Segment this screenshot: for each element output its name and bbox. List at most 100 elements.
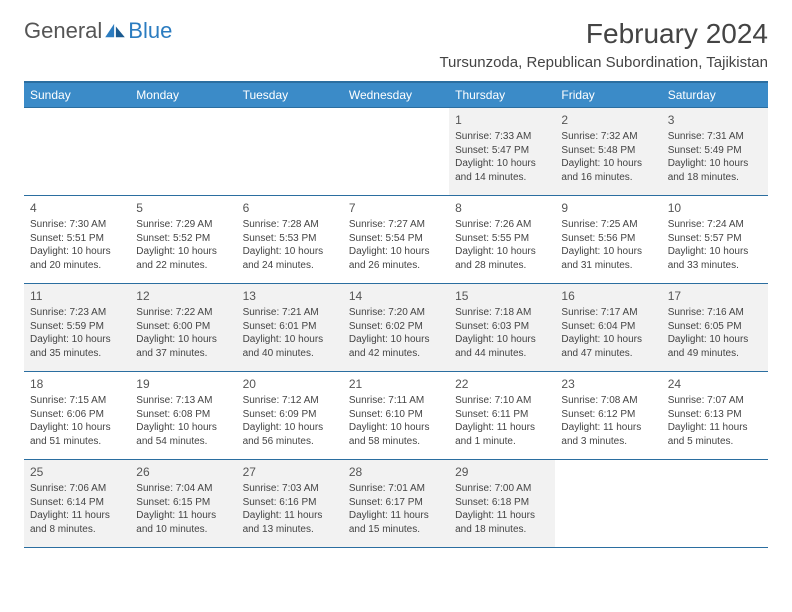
- location-text: Tursunzoda, Republican Subordination, Ta…: [439, 54, 768, 71]
- sunset-text: Sunset: 5:56 PM: [561, 232, 655, 246]
- day-number: 28: [349, 464, 443, 480]
- daylight-text: Daylight: 11 hours and 5 minutes.: [668, 421, 762, 448]
- week-row: 25Sunrise: 7:06 AMSunset: 6:14 PMDayligh…: [24, 460, 768, 548]
- day-cell: 20Sunrise: 7:12 AMSunset: 6:09 PMDayligh…: [237, 372, 343, 460]
- daylight-text: Daylight: 10 hours and 26 minutes.: [349, 245, 443, 272]
- sunrise-text: Sunrise: 7:30 AM: [30, 218, 124, 232]
- sunrise-text: Sunrise: 7:21 AM: [243, 306, 337, 320]
- sunset-text: Sunset: 5:57 PM: [668, 232, 762, 246]
- sunrise-text: Sunrise: 7:03 AM: [243, 482, 337, 496]
- day-number: 18: [30, 376, 124, 392]
- day-cell: 2Sunrise: 7:32 AMSunset: 5:48 PMDaylight…: [555, 108, 661, 196]
- sunset-text: Sunset: 6:09 PM: [243, 408, 337, 422]
- day-number: 24: [668, 376, 762, 392]
- day-number: 12: [136, 288, 230, 304]
- day-cell: 21Sunrise: 7:11 AMSunset: 6:10 PMDayligh…: [343, 372, 449, 460]
- sunset-text: Sunset: 5:53 PM: [243, 232, 337, 246]
- day-cell: 23Sunrise: 7:08 AMSunset: 6:12 PMDayligh…: [555, 372, 661, 460]
- day-cell: 18Sunrise: 7:15 AMSunset: 6:06 PMDayligh…: [24, 372, 130, 460]
- sunset-text: Sunset: 6:12 PM: [561, 408, 655, 422]
- daylight-text: Daylight: 10 hours and 42 minutes.: [349, 333, 443, 360]
- daylight-text: Daylight: 11 hours and 1 minute.: [455, 421, 549, 448]
- day-number: 9: [561, 200, 655, 216]
- sunset-text: Sunset: 5:55 PM: [455, 232, 549, 246]
- day-number: 11: [30, 288, 124, 304]
- daylight-text: Daylight: 10 hours and 51 minutes.: [30, 421, 124, 448]
- daylight-text: Daylight: 10 hours and 47 minutes.: [561, 333, 655, 360]
- sunset-text: Sunset: 5:51 PM: [30, 232, 124, 246]
- day-header: Wednesday: [343, 82, 449, 108]
- daylight-text: Daylight: 10 hours and 37 minutes.: [136, 333, 230, 360]
- sunset-text: Sunset: 6:04 PM: [561, 320, 655, 334]
- day-header: Friday: [555, 82, 661, 108]
- daylight-text: Daylight: 10 hours and 31 minutes.: [561, 245, 655, 272]
- day-number: 15: [455, 288, 549, 304]
- sunrise-text: Sunrise: 7:15 AM: [30, 394, 124, 408]
- day-number: 8: [455, 200, 549, 216]
- sunrise-text: Sunrise: 7:24 AM: [668, 218, 762, 232]
- sunrise-text: Sunrise: 7:32 AM: [561, 130, 655, 144]
- day-number: 19: [136, 376, 230, 392]
- day-cell: 5Sunrise: 7:29 AMSunset: 5:52 PMDaylight…: [130, 196, 236, 284]
- sunset-text: Sunset: 6:16 PM: [243, 496, 337, 510]
- sunrise-text: Sunrise: 7:00 AM: [455, 482, 549, 496]
- week-row: 1Sunrise: 7:33 AMSunset: 5:47 PMDaylight…: [24, 108, 768, 196]
- daylight-text: Daylight: 11 hours and 8 minutes.: [30, 509, 124, 536]
- title-block: February 2024 Tursunzoda, Republican Sub…: [439, 18, 768, 71]
- sunrise-text: Sunrise: 7:33 AM: [455, 130, 549, 144]
- sunset-text: Sunset: 6:17 PM: [349, 496, 443, 510]
- daylight-text: Daylight: 10 hours and 18 minutes.: [668, 157, 762, 184]
- day-cell: 28Sunrise: 7:01 AMSunset: 6:17 PMDayligh…: [343, 460, 449, 548]
- day-number: 10: [668, 200, 762, 216]
- day-cell: 8Sunrise: 7:26 AMSunset: 5:55 PMDaylight…: [449, 196, 555, 284]
- day-cell: 3Sunrise: 7:31 AMSunset: 5:49 PMDaylight…: [662, 108, 768, 196]
- sunrise-text: Sunrise: 7:16 AM: [668, 306, 762, 320]
- daylight-text: Daylight: 11 hours and 10 minutes.: [136, 509, 230, 536]
- month-title: February 2024: [439, 18, 768, 50]
- sunset-text: Sunset: 6:11 PM: [455, 408, 549, 422]
- sunrise-text: Sunrise: 7:28 AM: [243, 218, 337, 232]
- sunset-text: Sunset: 6:18 PM: [455, 496, 549, 510]
- day-cell: 15Sunrise: 7:18 AMSunset: 6:03 PMDayligh…: [449, 284, 555, 372]
- sunrise-text: Sunrise: 7:17 AM: [561, 306, 655, 320]
- daylight-text: Daylight: 10 hours and 24 minutes.: [243, 245, 337, 272]
- daylight-text: Daylight: 10 hours and 49 minutes.: [668, 333, 762, 360]
- day-number: 7: [349, 200, 443, 216]
- sunrise-text: Sunrise: 7:29 AM: [136, 218, 230, 232]
- brand-name-2: Blue: [128, 18, 172, 44]
- sunset-text: Sunset: 5:47 PM: [455, 144, 549, 158]
- sunset-text: Sunset: 5:48 PM: [561, 144, 655, 158]
- day-number: 20: [243, 376, 337, 392]
- day-header: Sunday: [24, 82, 130, 108]
- sunset-text: Sunset: 6:03 PM: [455, 320, 549, 334]
- day-number: 3: [668, 112, 762, 128]
- sunset-text: Sunset: 5:59 PM: [30, 320, 124, 334]
- daylight-text: Daylight: 10 hours and 14 minutes.: [455, 157, 549, 184]
- day-cell: [24, 108, 130, 196]
- sunset-text: Sunset: 6:08 PM: [136, 408, 230, 422]
- day-cell: 22Sunrise: 7:10 AMSunset: 6:11 PMDayligh…: [449, 372, 555, 460]
- daylight-text: Daylight: 11 hours and 3 minutes.: [561, 421, 655, 448]
- day-number: 6: [243, 200, 337, 216]
- logo-sail-icon: [104, 23, 126, 39]
- day-cell: 12Sunrise: 7:22 AMSunset: 6:00 PMDayligh…: [130, 284, 236, 372]
- day-number: 23: [561, 376, 655, 392]
- sunset-text: Sunset: 6:15 PM: [136, 496, 230, 510]
- day-cell: 4Sunrise: 7:30 AMSunset: 5:51 PMDaylight…: [24, 196, 130, 284]
- daylight-text: Daylight: 10 hours and 35 minutes.: [30, 333, 124, 360]
- sunrise-text: Sunrise: 7:18 AM: [455, 306, 549, 320]
- day-cell: 29Sunrise: 7:00 AMSunset: 6:18 PMDayligh…: [449, 460, 555, 548]
- day-cell: 13Sunrise: 7:21 AMSunset: 6:01 PMDayligh…: [237, 284, 343, 372]
- daylight-text: Daylight: 10 hours and 40 minutes.: [243, 333, 337, 360]
- day-number: 29: [455, 464, 549, 480]
- sunset-text: Sunset: 5:54 PM: [349, 232, 443, 246]
- week-row: 4Sunrise: 7:30 AMSunset: 5:51 PMDaylight…: [24, 196, 768, 284]
- day-cell: 25Sunrise: 7:06 AMSunset: 6:14 PMDayligh…: [24, 460, 130, 548]
- brand-name-1: General: [24, 18, 102, 44]
- day-header: Monday: [130, 82, 236, 108]
- day-cell: 9Sunrise: 7:25 AMSunset: 5:56 PMDaylight…: [555, 196, 661, 284]
- sunrise-text: Sunrise: 7:01 AM: [349, 482, 443, 496]
- day-cell: 10Sunrise: 7:24 AMSunset: 5:57 PMDayligh…: [662, 196, 768, 284]
- day-number: 26: [136, 464, 230, 480]
- sunset-text: Sunset: 6:02 PM: [349, 320, 443, 334]
